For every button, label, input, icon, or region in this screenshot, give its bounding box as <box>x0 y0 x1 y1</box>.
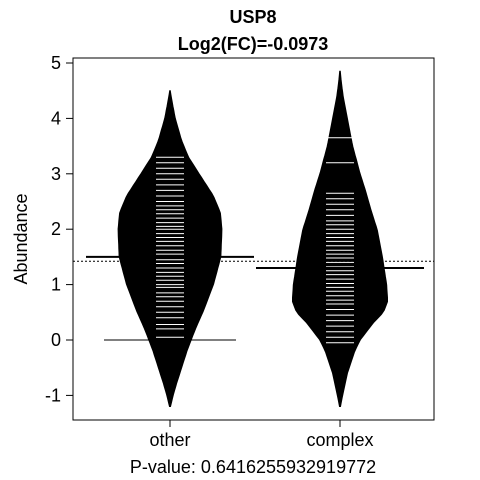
y-axis: -1 0 1 2 3 4 5 <box>45 53 74 405</box>
y-tick-label-1: 1 <box>51 275 61 295</box>
y-tick-label-0: 0 <box>51 330 61 350</box>
y-tick-label-5: 5 <box>51 53 61 73</box>
chart-subtitle: Log2(FC)=-0.0973 <box>178 34 329 54</box>
overlay-layer <box>73 137 434 344</box>
y-axis-label: Abundance <box>11 193 31 284</box>
y-tick-label-2: 2 <box>51 219 61 239</box>
x-tick-label-complex: complex <box>306 430 373 450</box>
y-tick-label-4: 4 <box>51 108 61 128</box>
bean-other <box>117 90 223 407</box>
x-tick-label-other: other <box>149 430 190 450</box>
x-axis-label: P-value: 0.6416255932919772 <box>130 457 376 477</box>
bean-complex <box>292 70 388 407</box>
y-tick-label--1: -1 <box>45 385 61 405</box>
x-axis: other complex <box>149 419 374 450</box>
y-tick-label-3: 3 <box>51 164 61 184</box>
chart-title: USP8 <box>229 7 276 27</box>
beans-layer <box>117 70 388 407</box>
